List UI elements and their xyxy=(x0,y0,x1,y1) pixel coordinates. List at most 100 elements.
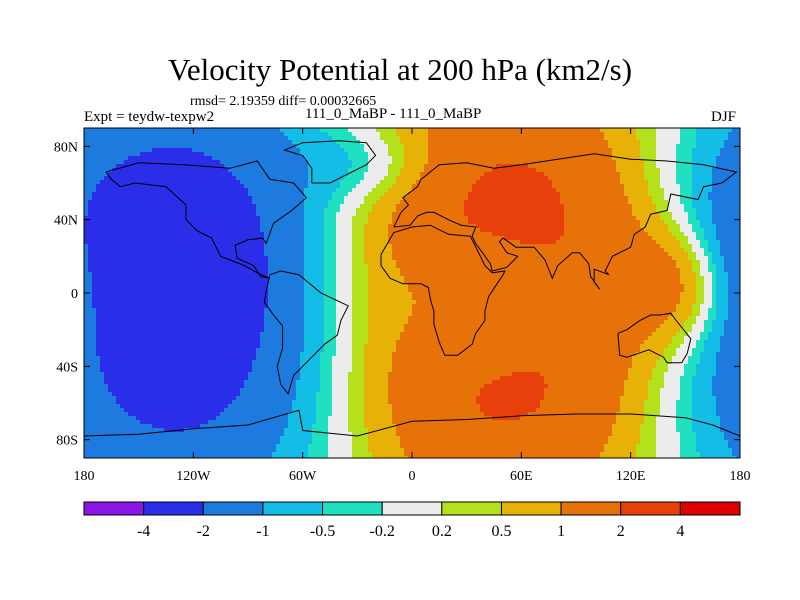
field-cell xyxy=(204,248,208,252)
field-cell xyxy=(136,316,140,320)
field-cell xyxy=(188,216,192,220)
field-cell xyxy=(236,160,240,164)
field-cell xyxy=(180,436,184,440)
field-cell xyxy=(184,332,188,336)
field-cell xyxy=(196,284,200,288)
field-cell xyxy=(208,420,212,424)
field-cell xyxy=(88,264,92,268)
field-cell xyxy=(240,276,244,280)
field-cell xyxy=(240,284,244,288)
field-cell xyxy=(292,168,296,172)
field-cell xyxy=(320,156,324,160)
field-cell xyxy=(252,200,256,204)
field-cell xyxy=(164,268,168,272)
field-cell xyxy=(224,376,228,380)
field-cell xyxy=(236,248,240,252)
field-cell xyxy=(136,308,140,312)
field-cell xyxy=(108,296,112,300)
field-cell xyxy=(296,400,300,404)
field-cell xyxy=(140,156,144,160)
field-cell xyxy=(212,376,216,380)
field-cell xyxy=(316,400,320,404)
field-cell xyxy=(232,148,236,152)
field-cell xyxy=(244,440,248,444)
field-cell xyxy=(164,440,168,444)
field-cell xyxy=(84,320,88,324)
field-cell xyxy=(140,436,144,440)
field-cell xyxy=(208,352,212,356)
field-cell xyxy=(240,196,244,200)
field-cell xyxy=(208,336,212,340)
field-cell xyxy=(216,172,220,176)
field-cell xyxy=(256,296,260,300)
field-cell xyxy=(160,284,164,288)
field-cell xyxy=(140,364,144,368)
field-cell xyxy=(96,400,100,404)
field-cell xyxy=(232,336,236,340)
field-cell xyxy=(296,276,300,280)
field-cell xyxy=(100,436,104,440)
field-cell xyxy=(192,144,196,148)
field-cell xyxy=(148,280,152,284)
field-cell xyxy=(124,364,128,368)
field-cell xyxy=(208,376,212,380)
field-cell xyxy=(84,228,88,232)
field-cell xyxy=(180,264,184,268)
field-cell xyxy=(160,144,164,148)
field-cell xyxy=(220,368,224,372)
field-cell xyxy=(248,396,252,400)
field-cell xyxy=(216,224,220,228)
field-cell xyxy=(260,264,264,268)
field-cell xyxy=(92,344,96,348)
field-cell xyxy=(276,168,280,172)
field-cell xyxy=(148,308,152,312)
field-cell xyxy=(204,316,208,320)
field-cell xyxy=(220,260,224,264)
field-cell xyxy=(208,348,212,352)
field-cell xyxy=(308,408,312,412)
field-cell xyxy=(104,220,108,224)
field-cell xyxy=(180,324,184,328)
field-cell xyxy=(272,328,276,332)
field-cell xyxy=(176,440,180,444)
field-cell xyxy=(212,268,216,272)
field-cell xyxy=(224,432,228,436)
field-cell xyxy=(128,152,132,156)
field-cell xyxy=(204,160,208,164)
field-cell xyxy=(96,392,100,396)
field-cell xyxy=(124,152,128,156)
field-cell xyxy=(184,292,188,296)
field-cell xyxy=(172,276,176,280)
field-cell xyxy=(252,300,256,304)
field-cell xyxy=(148,132,152,136)
field-cell xyxy=(272,228,276,232)
field-cell xyxy=(144,424,148,428)
field-cell xyxy=(268,128,272,132)
field-cell xyxy=(104,244,108,248)
field-cell xyxy=(212,348,216,352)
field-cell xyxy=(124,276,128,280)
field-cell xyxy=(136,136,140,140)
field-cell xyxy=(132,168,136,172)
field-cell xyxy=(268,392,272,396)
field-cell xyxy=(208,344,212,348)
field-cell xyxy=(160,316,164,320)
field-cell xyxy=(312,244,316,248)
field-cell xyxy=(248,348,252,352)
field-cell xyxy=(188,172,192,176)
field-cell xyxy=(220,340,224,344)
field-cell xyxy=(248,344,252,348)
field-cell xyxy=(316,416,320,420)
field-cell xyxy=(92,212,96,216)
field-cell xyxy=(228,276,232,280)
field-cell xyxy=(140,344,144,348)
field-cell xyxy=(200,372,204,376)
field-cell xyxy=(156,412,160,416)
field-cell xyxy=(272,344,276,348)
field-cell xyxy=(296,352,300,356)
field-cell xyxy=(264,444,268,448)
field-cell xyxy=(124,440,128,444)
field-cell xyxy=(176,452,180,456)
field-cell xyxy=(152,180,156,184)
field-cell xyxy=(196,212,200,216)
